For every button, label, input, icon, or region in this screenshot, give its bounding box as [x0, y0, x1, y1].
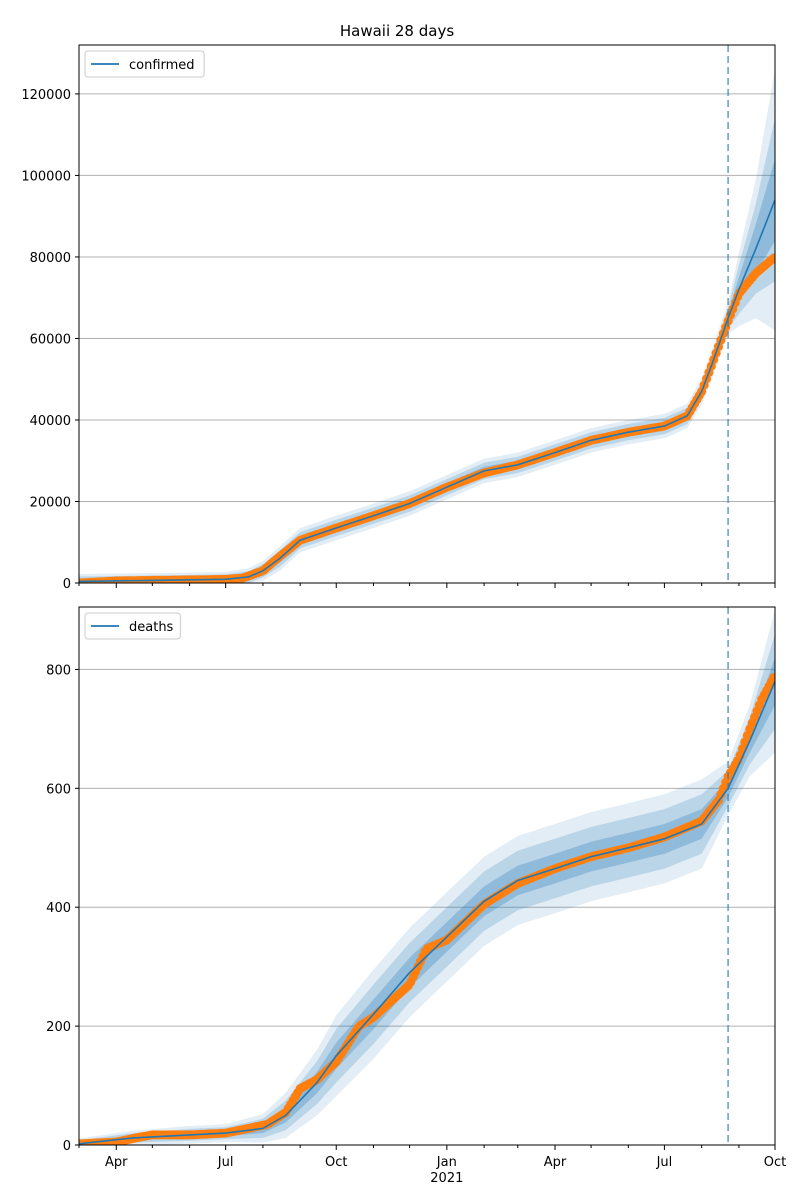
observed-point-0-578: [769, 253, 775, 263]
legend-box-1: [84, 612, 181, 640]
legend-box-0: [84, 50, 205, 78]
ytick-label-1-3: 600: [46, 782, 71, 797]
ytick-label-0-3: 60000: [30, 332, 71, 347]
ytick-label-0-6: 120000: [21, 88, 71, 103]
legend-label-1: deaths: [129, 620, 174, 635]
model-line-0: [79, 199, 775, 583]
ytick-label-1-0: 0: [63, 1139, 71, 1154]
year-label: 2021: [430, 1171, 463, 1186]
ytick-label-0-4: 80000: [30, 251, 71, 266]
plot-area-0: [79, 69, 775, 583]
plot-area-1: [79, 610, 775, 1145]
axes-frame-0: [78, 44, 776, 584]
band-1-2: [79, 610, 775, 1145]
legend-1: deaths: [84, 612, 181, 640]
ytick-label-1-2: 400: [46, 901, 71, 916]
xtick-label-0: Apr: [105, 1155, 128, 1170]
xtick-label-3: Jan: [436, 1155, 457, 1170]
band-0-1: [79, 118, 775, 583]
ytick-label-0-0: 0: [63, 577, 71, 592]
ytick-label-1-4: 800: [46, 663, 71, 678]
ytick-label-0-2: 40000: [30, 414, 71, 429]
xtick-label-5: Jul: [656, 1155, 673, 1170]
xtick-label-6: Oct: [764, 1155, 786, 1170]
xtick-label-4: Apr: [544, 1155, 567, 1170]
observed-point-1-578: [769, 673, 775, 682]
axes-frame-1: [78, 606, 776, 1146]
ytick-label-0-1: 20000: [30, 495, 71, 510]
ytick-label-1-1: 200: [46, 1020, 71, 1035]
xtick-label-2: Oct: [325, 1155, 347, 1170]
model-line-1: [79, 680, 775, 1145]
legend-label-0: confirmed: [129, 58, 195, 73]
deaths-panel: 0 200 400 600 800 Apr Jul Oct Jan Apr Jul Oct 2021 de…: [46, 606, 786, 1186]
xtick-label-1: Jul: [217, 1155, 234, 1170]
chart-title: Hawaii 28 days: [340, 22, 454, 40]
confirmed-panel: 0 20000 40000 60000 80000 100000 120000 confirm…: [21, 44, 776, 592]
legend-0: confirmed: [84, 50, 205, 78]
ytick-label-0-5: 100000: [21, 169, 71, 184]
